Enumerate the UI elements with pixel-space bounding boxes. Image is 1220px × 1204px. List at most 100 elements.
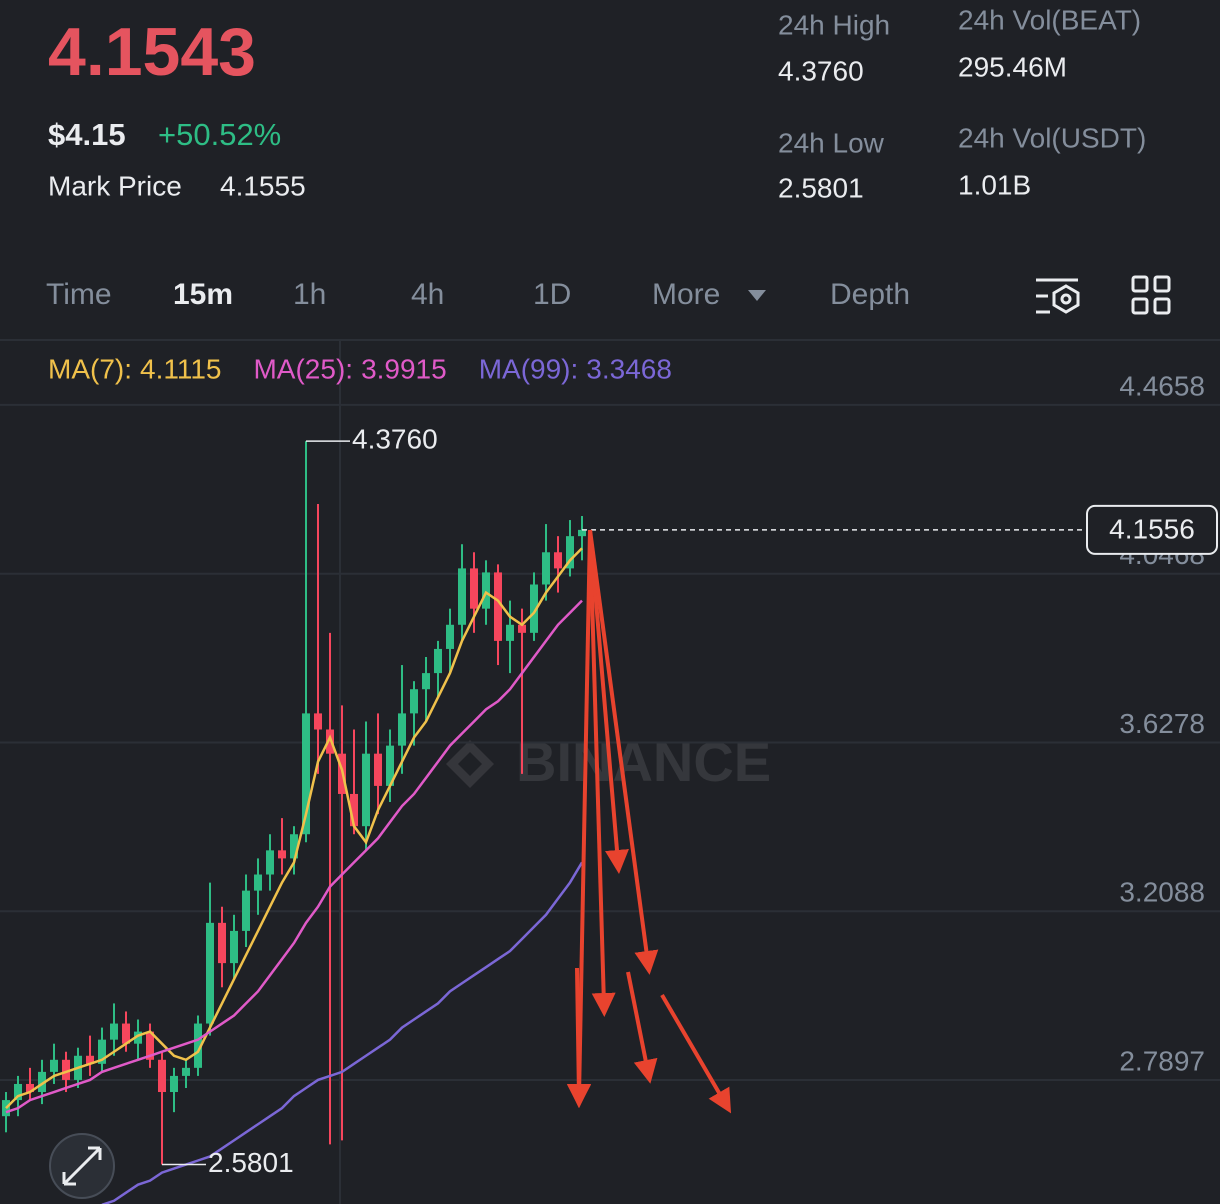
last-price-label: 4.1556 xyxy=(1109,513,1195,544)
arrow xyxy=(588,529,659,975)
candle-body xyxy=(110,1023,118,1040)
y-tick-label: 3.6278 xyxy=(1119,708,1205,739)
watermark: BINANCE xyxy=(446,730,771,793)
candle-body xyxy=(302,713,310,835)
candle-body xyxy=(506,624,514,641)
watermark-text: BINANCE xyxy=(516,730,771,793)
legend-name: MA(99): xyxy=(479,353,579,384)
legend-name: MA(25): xyxy=(253,353,353,384)
ma-line xyxy=(101,861,584,1204)
candle-body xyxy=(362,753,370,827)
candle-body xyxy=(86,1055,94,1064)
candle-body xyxy=(482,572,490,609)
candle-body xyxy=(458,568,466,625)
candle-body xyxy=(50,1059,58,1072)
candle-body xyxy=(170,1075,178,1093)
arrow xyxy=(566,967,591,1108)
candle-body xyxy=(134,1031,142,1044)
candle-body xyxy=(386,745,394,786)
tab[interactable]: 1D xyxy=(533,278,571,311)
grid-icon[interactable] xyxy=(1131,275,1171,315)
candle-body xyxy=(494,572,502,641)
candle-body xyxy=(410,689,418,714)
high-label: 4.3760 xyxy=(352,423,438,454)
stat-value: 4.3760 xyxy=(778,55,864,86)
ma-line xyxy=(5,547,583,1110)
ma-line xyxy=(5,599,583,1114)
arrow xyxy=(660,993,732,1114)
tab[interactable]: More xyxy=(652,278,720,311)
candle-body xyxy=(326,729,334,754)
candle-body xyxy=(26,1083,34,1093)
stat-value: 2.5801 xyxy=(778,172,864,203)
legend-value: 4.1115 xyxy=(140,353,221,384)
candle-body xyxy=(290,834,298,859)
candle-body xyxy=(194,1023,202,1068)
candle-body xyxy=(254,874,262,891)
y-tick-label: 2.7897 xyxy=(1119,1045,1205,1076)
candle-body xyxy=(158,1059,166,1093)
candle-body xyxy=(122,1023,130,1044)
candle-body xyxy=(566,536,574,569)
candle-body xyxy=(218,922,226,964)
last-price: 4.1543 xyxy=(48,14,256,90)
stat-value: 295.46M xyxy=(958,51,1067,82)
candle-body xyxy=(206,922,214,1024)
candle-body xyxy=(422,673,430,690)
legend-value: 3.9915 xyxy=(361,353,447,384)
candle-body xyxy=(542,552,550,585)
change: +50.52% xyxy=(158,117,281,152)
y-tick-label: 4.4658 xyxy=(1119,370,1205,401)
stat-label: 24h Vol(BEAT) xyxy=(958,4,1141,35)
candle-body xyxy=(14,1083,22,1101)
ma-legend: MA(7): 4.1115 MA(25): 3.9915 MA(99): 3.3468 xyxy=(48,353,672,384)
mark-label: Mark Price xyxy=(48,170,182,201)
stat-value: 1.01B xyxy=(958,169,1031,200)
candle-body xyxy=(278,850,286,859)
expand-button[interactable] xyxy=(49,1133,115,1199)
mark-value: 4.1555 xyxy=(220,170,306,201)
candle-body xyxy=(98,1039,106,1064)
legend-value: 3.3468 xyxy=(586,353,672,384)
candle-body xyxy=(530,584,538,633)
candle-body xyxy=(446,624,454,649)
candle-body xyxy=(266,850,274,875)
candle-body xyxy=(374,753,382,786)
dropdown-icon[interactable] xyxy=(748,290,766,301)
stat-label: 24h Low xyxy=(778,127,885,158)
candle-body xyxy=(62,1059,70,1080)
tab[interactable]: Depth xyxy=(830,278,910,311)
candle-body xyxy=(242,890,250,931)
usd-price: $4.15 xyxy=(48,117,126,152)
stat-label: 24h High xyxy=(778,9,890,40)
tab[interactable]: 4h xyxy=(411,278,444,311)
tab[interactable]: 15m xyxy=(173,278,233,311)
last-price-box xyxy=(1086,504,1218,555)
settings-icon[interactable] xyxy=(1036,278,1080,314)
plot: 4.46584.04683.62783.20882.78974.37602.58… xyxy=(0,370,1220,1204)
y-tick-label: 3.2088 xyxy=(1119,877,1205,908)
low-label: 2.5801 xyxy=(208,1147,294,1178)
candle-body xyxy=(350,793,358,827)
candle-body xyxy=(470,568,478,609)
tab[interactable]: 1h xyxy=(293,278,326,311)
tab[interactable]: Time xyxy=(46,278,112,311)
arrow xyxy=(626,971,658,1084)
annotation-arrows xyxy=(566,529,732,1114)
candle-body xyxy=(518,624,526,633)
candle-body xyxy=(38,1071,46,1093)
arrow xyxy=(588,529,629,874)
candle-body xyxy=(146,1031,154,1060)
candle-body xyxy=(314,713,322,730)
candle-body xyxy=(230,930,238,964)
arrow xyxy=(567,529,592,1108)
candle-body xyxy=(182,1067,190,1076)
candle-body xyxy=(578,529,586,537)
candle-body xyxy=(554,552,562,569)
stat-label: 24h Vol(USDT) xyxy=(958,122,1146,153)
arrow xyxy=(588,529,616,1017)
candle-body xyxy=(434,648,442,674)
